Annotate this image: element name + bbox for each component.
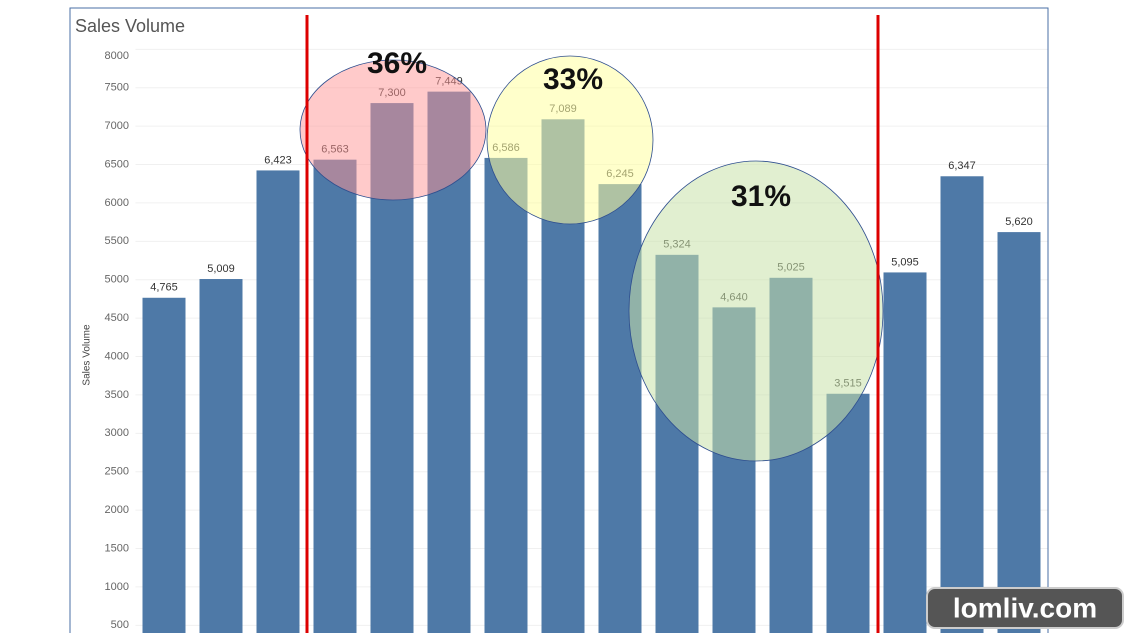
watermark: lomliv.com bbox=[953, 592, 1097, 623]
bar bbox=[199, 279, 243, 633]
bar bbox=[883, 272, 927, 633]
bar bbox=[484, 157, 528, 633]
highlight-ellipse bbox=[486, 55, 654, 225]
y-tick-label: 1000 bbox=[105, 581, 129, 593]
y-tick-label: 8000 bbox=[105, 50, 129, 62]
y-tick-label: 500 bbox=[111, 619, 129, 631]
y-tick-label: 2500 bbox=[105, 466, 129, 478]
value-label: 6,347 bbox=[948, 160, 976, 172]
y-tick-label: 5000 bbox=[105, 274, 129, 286]
y-tick-label: 4000 bbox=[105, 350, 129, 362]
y-tick-label: 6000 bbox=[105, 197, 129, 209]
chart-title: Sales Volume bbox=[75, 16, 185, 36]
y-tick-label: 3000 bbox=[105, 427, 129, 439]
highlight-ellipse bbox=[299, 59, 487, 201]
bar bbox=[940, 176, 984, 633]
value-label: 4,765 bbox=[150, 282, 178, 294]
y-axis-label: Sales Volume bbox=[82, 324, 93, 386]
y-tick-label: 5500 bbox=[105, 235, 129, 247]
y-tick-label: 1500 bbox=[105, 542, 129, 554]
bar bbox=[142, 297, 186, 633]
y-tick-label: 4500 bbox=[105, 312, 129, 324]
bar bbox=[997, 232, 1041, 633]
annotation: 33% bbox=[543, 63, 603, 96]
chart-frame bbox=[69, 7, 1049, 633]
value-label: 5,009 bbox=[207, 263, 235, 275]
bar bbox=[598, 184, 642, 633]
highlight-ellipse bbox=[628, 160, 884, 462]
bar bbox=[826, 393, 870, 633]
bar bbox=[313, 159, 357, 633]
y-tick-label: 7500 bbox=[105, 82, 129, 94]
bar bbox=[256, 170, 300, 633]
y-tick-label: 3500 bbox=[105, 389, 129, 401]
value-label: 5,620 bbox=[1005, 216, 1033, 228]
value-label: 6,423 bbox=[264, 154, 292, 166]
annotation: 36% bbox=[367, 47, 427, 80]
watermark-box bbox=[926, 587, 1124, 629]
y-tick-label: 6500 bbox=[105, 158, 129, 170]
y-tick-label: 2000 bbox=[105, 504, 129, 516]
annotation: 31% bbox=[731, 180, 791, 213]
y-tick-label: 7000 bbox=[105, 120, 129, 132]
overlay: 36% 33% 31% lomliv.com bbox=[299, 15, 1124, 633]
value-label: 5,095 bbox=[891, 256, 919, 268]
